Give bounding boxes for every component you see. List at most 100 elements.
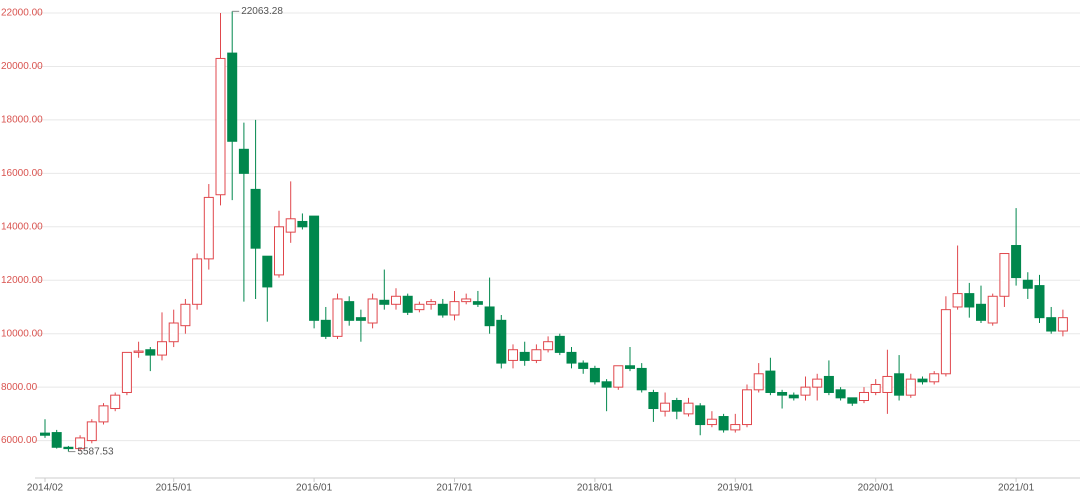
candle-body: [379, 299, 390, 305]
candle-body: [999, 253, 1010, 297]
candle-body: [1011, 245, 1022, 279]
y-tick-label: 18000.00: [1, 115, 43, 126]
candle-body: [40, 432, 50, 436]
candle-body: [472, 301, 483, 305]
candle-body: [157, 341, 167, 356]
candle-body: [332, 298, 343, 337]
candle-body: [168, 322, 179, 343]
y-tick-label: 22000.00: [1, 8, 43, 19]
candle-body: [952, 293, 963, 308]
candle-body: [51, 432, 62, 448]
candle-body: [800, 386, 811, 396]
candle-body: [63, 446, 74, 450]
candle-body: [601, 381, 612, 388]
candle-body: [110, 394, 121, 410]
candle-body: [1057, 317, 1068, 332]
candle-body: [215, 57, 226, 196]
candle-body: [660, 402, 671, 412]
candle-body: [320, 319, 331, 337]
candle-body: [309, 215, 320, 321]
candle-body: [519, 351, 530, 361]
x-tick-label: 2018/01: [577, 483, 614, 494]
candle-body: [86, 421, 97, 442]
x-tick-label: 2016/01: [296, 483, 333, 494]
y-tick-label: 20000.00: [1, 61, 43, 72]
y-tick-label: 8000.00: [1, 382, 38, 393]
y-tick-label: 10000.00: [1, 328, 43, 339]
candle-body: [262, 255, 273, 288]
candle-body: [75, 437, 86, 450]
max-label: 22063.28: [241, 6, 283, 17]
candle-body: [589, 367, 600, 383]
candle-body: [566, 351, 577, 364]
candle-body: [730, 424, 741, 431]
candle-body: [227, 52, 238, 142]
candle-body: [484, 306, 495, 327]
candle-body: [625, 365, 635, 369]
candle-body: [847, 397, 858, 404]
candle-body: [274, 226, 284, 276]
candle-body: [461, 298, 472, 303]
candle-body: [929, 373, 940, 383]
candle-body: [823, 375, 834, 393]
candle-body: [987, 295, 998, 324]
min-label: 5587.53: [77, 446, 114, 457]
candle-body: [917, 378, 928, 383]
candle-body: [859, 391, 869, 402]
candle-body: [344, 301, 355, 321]
candle-body: [683, 402, 694, 415]
candle-body: [835, 389, 846, 399]
candle-body: [391, 295, 401, 305]
candle-body: [894, 373, 905, 396]
candle-body: [543, 341, 554, 351]
candle-body: [554, 335, 565, 353]
x-tick-label: 2020/01: [858, 483, 895, 494]
candle-body: [812, 378, 823, 388]
candle-body: [121, 351, 132, 393]
candle-body: [437, 303, 448, 316]
candle-body: [192, 258, 203, 305]
candle-body: [297, 220, 308, 228]
candle-body: [426, 301, 437, 305]
y-tick-label: 12000.00: [1, 275, 43, 286]
candle-body: [671, 400, 682, 412]
candle-body: [964, 293, 975, 308]
candle-body: [976, 303, 986, 321]
candle-body: [508, 349, 518, 361]
candle-body: [940, 309, 951, 375]
candle-body: [870, 383, 881, 393]
candle-body: [613, 365, 624, 388]
x-tick-label: 2021/01: [998, 483, 1035, 494]
candle-body: [203, 196, 214, 260]
x-tick-label: 2014/02: [27, 483, 64, 494]
candle-body: [180, 303, 191, 327]
candle-body: [449, 301, 460, 316]
candle-body: [578, 362, 589, 369]
y-tick-label: 6000.00: [1, 435, 38, 446]
x-tick-label: 2019/01: [717, 483, 754, 494]
candle-body: [648, 391, 659, 410]
candle-body: [753, 373, 764, 391]
candle-body: [145, 349, 156, 356]
candle-body: [402, 295, 413, 313]
candle-body: [788, 394, 799, 399]
candle-body: [718, 416, 729, 431]
candle-body: [636, 367, 647, 391]
y-tick-label: 14000.00: [1, 221, 43, 232]
candle-body: [765, 370, 776, 393]
candle-body: [496, 319, 507, 364]
candle-body: [285, 218, 296, 233]
candle-body: [367, 298, 378, 324]
candle-body: [238, 148, 249, 174]
candle-body: [882, 375, 893, 393]
candle-body: [742, 389, 752, 426]
candle-body: [706, 418, 717, 426]
candle-body: [414, 303, 425, 311]
candle-body: [531, 349, 542, 361]
y-tick-label: 16000.00: [1, 168, 43, 179]
candle-body: [133, 350, 144, 353]
x-tick-label: 2017/01: [436, 483, 473, 494]
candle-body: [1022, 279, 1033, 289]
